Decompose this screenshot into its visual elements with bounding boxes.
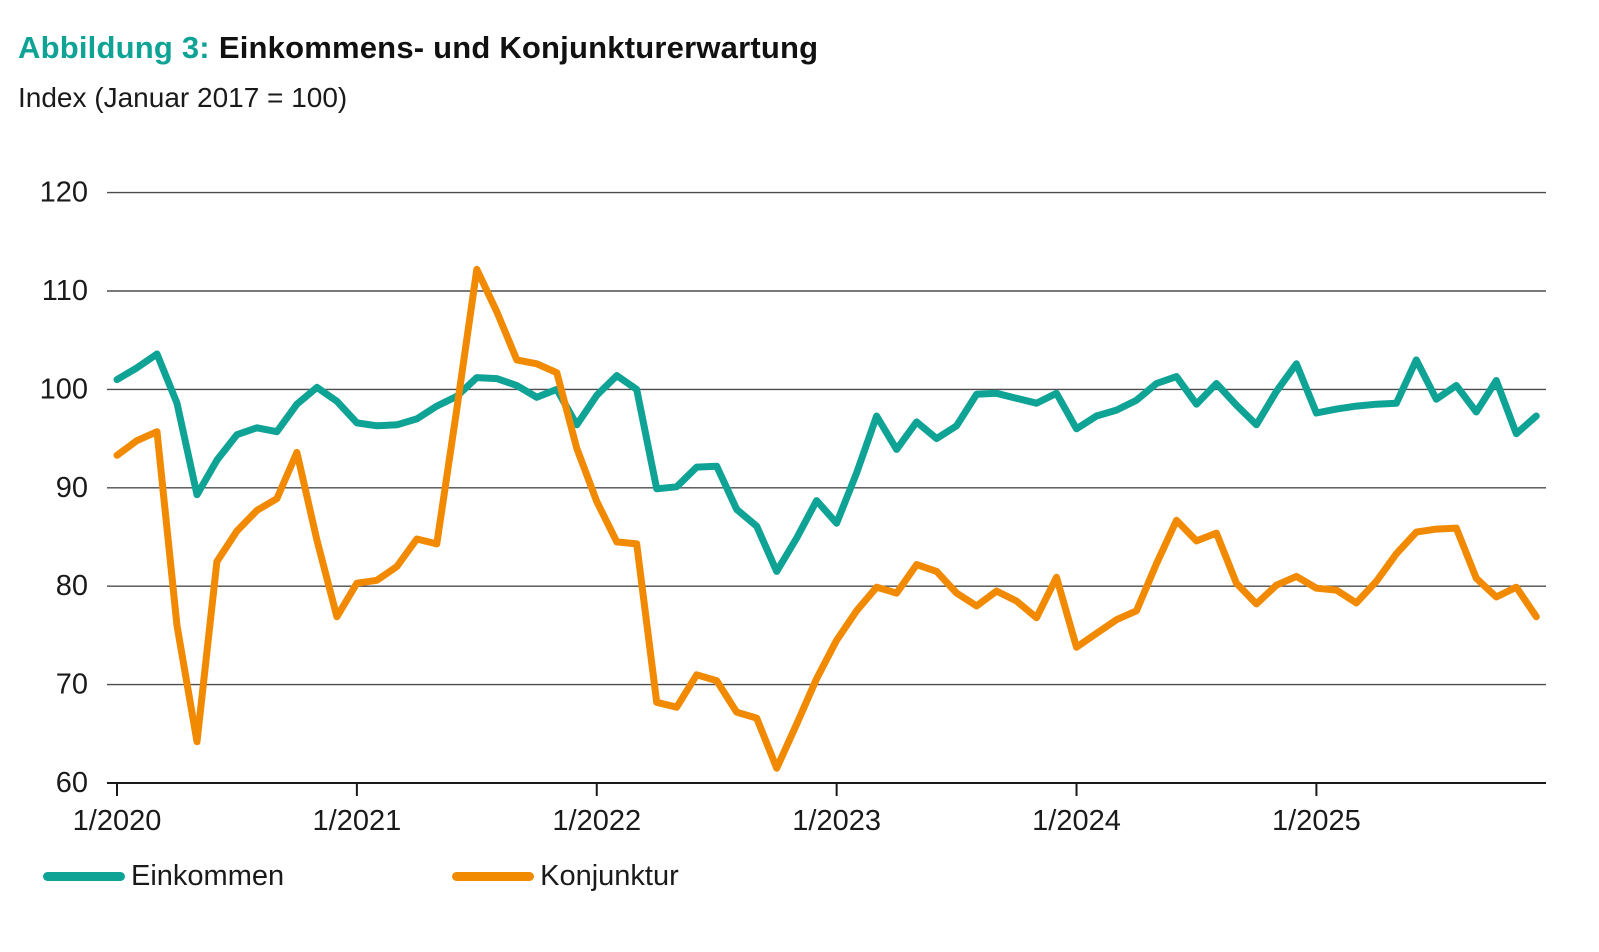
x-tick-label-1/2022: 1/2022 <box>552 805 641 837</box>
x-axis: 1/2020 1/2021 1/2022 1/2023 1/2024 1/2025 <box>73 782 1546 837</box>
y-tick-label-60: 60 <box>56 767 88 799</box>
chart-header: Abbildung 3: Einkommens- und Konjunkturer… <box>18 30 818 114</box>
y-tick-label-70: 70 <box>56 669 88 701</box>
y-tick-label-120: 120 <box>40 177 88 209</box>
chart-title: Abbildung 3: Einkommens- und Konjunkturer… <box>18 30 818 66</box>
legend-item-einkommen: Einkommen <box>43 860 284 893</box>
x-tick-label-1/2025: 1/2025 <box>1272 805 1361 837</box>
einkommen-line <box>113 350 1540 575</box>
y-tick-label-90: 90 <box>56 472 88 504</box>
chart-title-prefix: Abbildung 3: <box>18 30 210 65</box>
x-tick-label-1/2021: 1/2021 <box>313 805 402 837</box>
legend-label-einkommen: Einkommen <box>131 860 285 892</box>
y-tick-label-100: 100 <box>40 373 88 405</box>
y-tick-label-110: 110 <box>42 275 88 307</box>
legend-label-konjunktur: Konjunktur <box>540 860 679 892</box>
y-axis-labels: 60 70 80 90 100 110 120 <box>40 177 88 799</box>
legend-item-konjunktur: Konjunktur <box>320 860 679 893</box>
konjunktur-line-swatch <box>452 872 535 881</box>
y-tick-label-80: 80 <box>56 570 88 602</box>
einkommen-line-swatch <box>43 872 125 881</box>
x-tick-label-1/2023: 1/2023 <box>792 805 881 837</box>
konjunktur-line <box>113 265 1540 772</box>
chart-title-main: Einkommens- und Konjunkturerwartung <box>218 30 819 65</box>
x-tick-label-1/2020: 1/2020 <box>73 805 162 837</box>
chart-legend: Einkommen Konjunktur <box>43 860 679 893</box>
x-tick-label-1/2024: 1/2024 <box>1032 805 1121 837</box>
gridlines <box>107 191 1546 686</box>
chart-subtitle: Index (Januar 2017 = 100) <box>18 82 348 113</box>
